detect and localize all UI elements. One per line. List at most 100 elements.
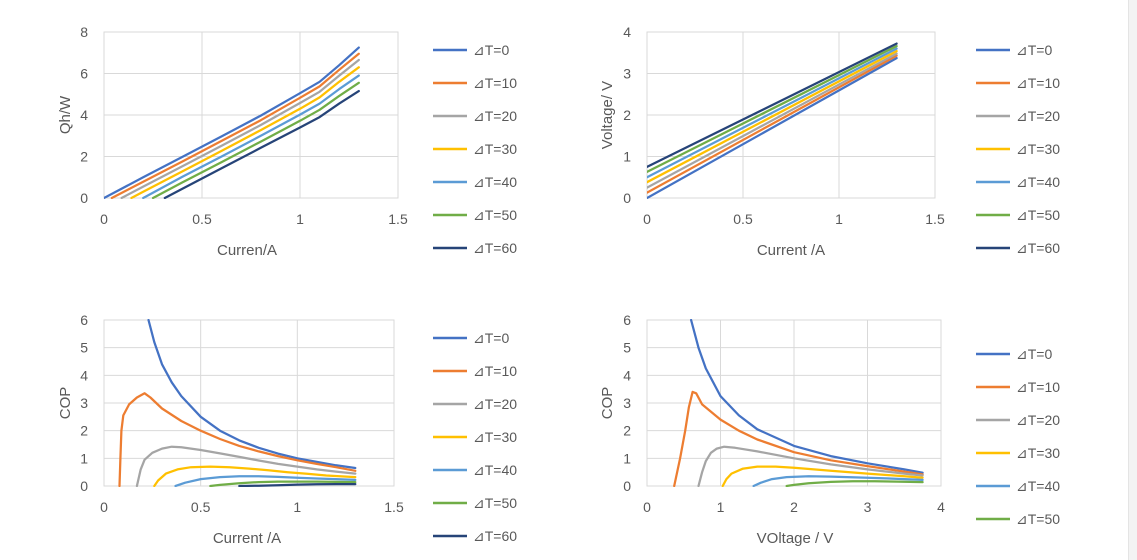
x-tick-label: 3 [864, 499, 872, 515]
y-tick-label: 2 [623, 107, 631, 123]
series-line [135, 445, 357, 487]
legend-label: ⊿T=0 [473, 330, 509, 346]
legend-label: ⊿T=20 [1016, 412, 1060, 428]
y-tick-label: 2 [80, 149, 88, 165]
x-tick-label: 0.5 [191, 499, 211, 515]
series-line [647, 52, 898, 189]
y-tick-label: 0 [80, 478, 88, 494]
series-line [238, 482, 357, 487]
legend-label: ⊿T=10 [1016, 379, 1060, 395]
legend-label: ⊿T=0 [473, 42, 509, 58]
window-edge [1128, 0, 1137, 560]
y-tick-label: 5 [623, 340, 631, 356]
y-tick-label: 2 [80, 423, 88, 439]
legend-label: ⊿T=20 [473, 108, 517, 124]
y-tick-label: 1 [623, 149, 631, 165]
legend-label: ⊿T=30 [1016, 445, 1060, 461]
series-line [163, 89, 360, 199]
y-axis-title: COP [599, 387, 616, 420]
x-tick-label: 0.5 [192, 211, 212, 227]
x-tick-label: 1 [717, 499, 725, 515]
series-line [673, 390, 924, 487]
legend-label: ⊿T=50 [1016, 207, 1060, 223]
series-group [118, 319, 357, 487]
legend-label: ⊿T=10 [1016, 75, 1060, 91]
y-tick-label: 1 [623, 450, 631, 466]
x-tick-label: 1 [835, 211, 843, 227]
y-tick-label: 6 [80, 312, 88, 328]
x-tick-label: 0 [100, 211, 108, 227]
x-tick-label: 1.5 [388, 211, 408, 227]
legend-label: ⊿T=10 [473, 75, 517, 91]
x-tick-label: 0 [100, 499, 108, 515]
x-axis-title: VOltage / V [757, 530, 834, 547]
legend-label: ⊿T=30 [1016, 141, 1060, 157]
series-line [110, 52, 360, 199]
legend-label: ⊿T=50 [473, 495, 517, 511]
x-tick-label: 1 [293, 499, 301, 515]
chart-voltage-vs-current: 0 0.5 1 1.5 0 1 2 3 4 Current /A Voltage/ V ⊿T=0 ⊿T=… [599, 24, 1060, 259]
x-tick-label: 0.5 [733, 211, 753, 227]
y-tick-label: 5 [80, 340, 88, 356]
y-axis-title: COP [57, 387, 74, 420]
chart-cop-vs-voltage: 0 1 2 3 4 0 1 2 3 4 5 6 VOltage / V COP ⊿T=0 ⊿T=10 ⊿T=20… [599, 312, 1060, 547]
y-axis-title: Qh/W [57, 95, 74, 134]
y-tick-label: 6 [80, 66, 88, 82]
x-axis-title: Current /A [213, 530, 281, 547]
series-line [147, 319, 357, 470]
series-line [647, 44, 898, 174]
chart-cop-vs-current: 0 0.5 1 1.5 0 1 2 3 4 5 6 Current /A COP ⊿T=0 ⊿T=10 ⊿T=… [57, 312, 517, 547]
legend-label: ⊿T=40 [473, 174, 517, 190]
y-tick-label: 1 [80, 450, 88, 466]
x-tick-label: 1.5 [384, 499, 404, 515]
series-line [785, 480, 924, 487]
legend-label: ⊿T=0 [1016, 346, 1052, 362]
series-line [647, 49, 898, 184]
series-line [752, 475, 924, 487]
chart-qh-vs-current: 0 0.5 1 1.5 0 2 4 6 8 Curren/A Qh/W ⊿T=0 ⊿T=10 ⊿T=20 ⊿… [57, 24, 517, 259]
y-tick-label: 4 [623, 367, 631, 383]
legend-label: ⊿T=0 [1016, 42, 1052, 58]
series-group [647, 42, 898, 199]
y-tick-label: 6 [623, 312, 631, 328]
legend-label: ⊿T=50 [1016, 511, 1060, 527]
legend-label: ⊿T=30 [473, 141, 517, 157]
series-line [151, 81, 360, 199]
y-tick-label: 0 [623, 190, 631, 206]
series-line [721, 465, 924, 487]
series-group [104, 46, 360, 199]
x-tick-label: 0 [643, 499, 651, 515]
x-tick-label: 4 [937, 499, 945, 515]
series-line [689, 319, 924, 474]
y-tick-label: 0 [623, 478, 631, 494]
series-line [120, 58, 360, 199]
series-line [174, 475, 357, 487]
legend-label: ⊿T=20 [1016, 108, 1060, 124]
legend-label: ⊿T=40 [473, 462, 517, 478]
series-line [142, 74, 360, 199]
y-tick-label: 3 [623, 66, 631, 82]
y-tick-label: 4 [623, 24, 631, 40]
x-tick-label: 1 [296, 211, 304, 227]
series-line [104, 46, 360, 199]
series-line [209, 480, 357, 487]
legend-label: ⊿T=40 [1016, 478, 1060, 494]
series-line [647, 54, 898, 194]
y-tick-label: 4 [80, 367, 88, 383]
y-tick-label: 3 [623, 395, 631, 411]
series-line [118, 392, 357, 487]
x-tick-label: 1.5 [925, 211, 945, 227]
y-tick-label: 0 [80, 190, 88, 206]
series-line [130, 66, 360, 199]
legend-label: ⊿T=50 [473, 207, 517, 223]
legend-label: ⊿T=60 [473, 528, 517, 544]
y-axis-title: Voltage/ V [599, 81, 616, 149]
x-axis-title: Current /A [757, 242, 825, 259]
series-line [647, 56, 898, 199]
y-tick-label: 3 [80, 395, 88, 411]
legend-label: ⊿T=10 [473, 363, 517, 379]
y-tick-label: 8 [80, 24, 88, 40]
x-tick-label: 0 [643, 211, 651, 227]
legend-label: ⊿T=60 [473, 240, 517, 256]
